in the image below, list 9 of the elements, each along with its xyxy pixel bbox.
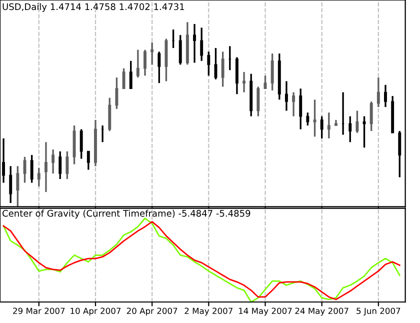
x-tick-label: 29 Mar 2007 bbox=[13, 308, 65, 314]
x-tick-label: 10 Apr 2007 bbox=[70, 308, 121, 316]
x-tick-label: 24 May 2007 bbox=[295, 308, 348, 316]
x-tick-label: 20 Apr 2007 bbox=[126, 308, 178, 316]
x-tick-label: 2 May 2007 bbox=[184, 308, 232, 316]
x-tick-label: 5 Jun 2007 bbox=[356, 308, 400, 316]
chart-title: USD,Daily 1.4714 1.4758 1.4702 1.4731 bbox=[2, 3, 184, 12]
chart-title: Center of Gravity (Current Timeframe) -5.4847 -5.4859 bbox=[2, 210, 250, 218]
x-tick-label: 14 May 2007 bbox=[238, 308, 292, 316]
